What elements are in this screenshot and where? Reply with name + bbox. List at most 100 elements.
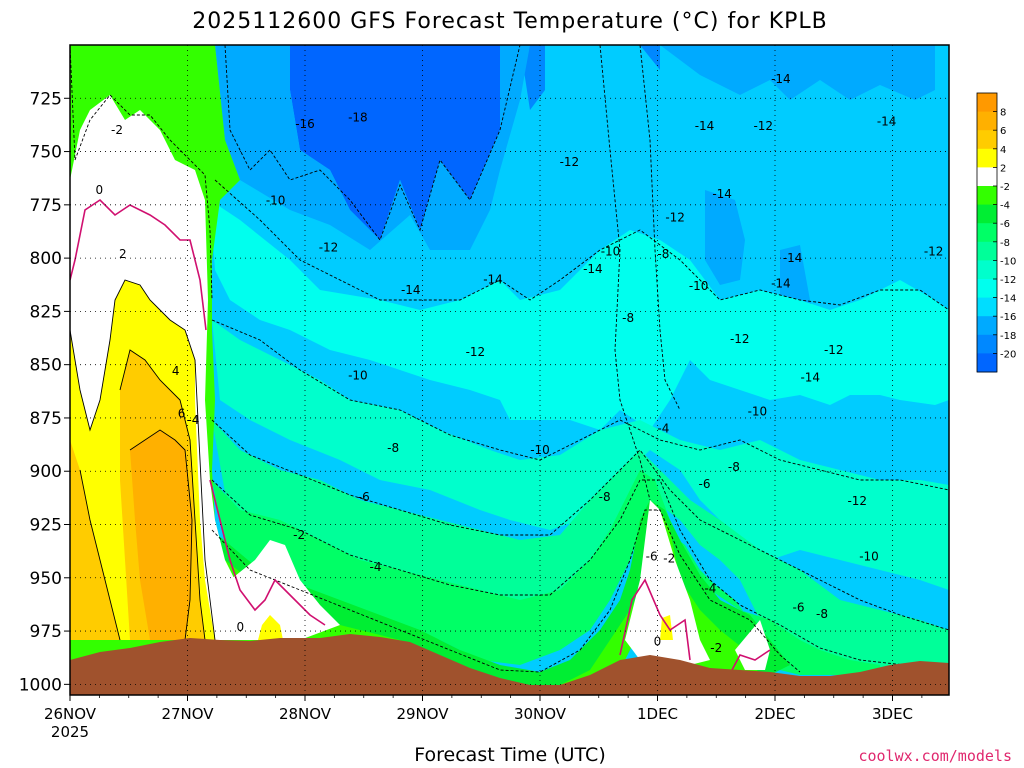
contour-label: 0 [237,620,245,634]
zero-line [619,578,691,661]
zero-line [209,479,326,626]
contour-label: -4 [704,581,716,595]
x-tick-label: 1DEC [637,705,678,723]
terrain [70,634,949,695]
x-tick-label: 27NOV [161,705,214,723]
band-minus-18 [290,45,500,240]
contour-label: -10 [266,194,286,208]
contour-label: -12 [665,211,685,225]
band-minus-16-spot1 [705,190,745,285]
contour-label: -4 [657,422,669,436]
colorbar-swatch [977,111,997,131]
contour-label: -12 [824,343,844,357]
contour-line [211,509,801,673]
colorbar-label: -16 [1000,312,1016,323]
contour-label: -4 [187,413,199,427]
colorbar-swatch [977,353,997,373]
band-minus-10 [212,320,949,590]
contour-label: 2 [119,247,127,261]
y-tick-label: 775 [30,196,62,216]
contour-label: -8 [728,460,740,474]
contour-label: -6 [358,490,370,504]
colorbar: 8 6 4 2 -2 -4 -6 -8 -10 -12 -14 -16 -18 -20 [976,92,1016,373]
contour-label: -12 [730,332,750,346]
y-tick-label: 750 [30,143,62,163]
contour-label: -12 [847,494,867,508]
y-tick-label: 850 [30,356,62,376]
colorbar-label: -20 [1000,349,1016,360]
colorbar-swatch [977,316,997,336]
contour-label: -14 [483,272,503,286]
contour-label: 0 [96,183,104,197]
colorbar-label: -10 [1000,256,1016,267]
colorbar-swatch [977,167,997,187]
contour-label: -14 [712,187,732,201]
band-2-yellow-2 [258,615,283,640]
colorbar-label: 4 [1000,145,1006,156]
contour-label: -14 [695,119,715,133]
contour-label: 6 [178,407,186,421]
contour-label: -14 [877,115,897,129]
positive-contours [70,279,216,641]
contour-label: -6 [699,477,711,491]
band-minus-8 [212,420,949,672]
contour-label: -14 [771,277,791,291]
zero-line [70,198,207,331]
contour-label: -14 [800,370,820,384]
colorbar-swatch [977,148,997,168]
y-tick-label: 1000 [19,675,62,695]
contour-label: -14 [583,262,603,276]
colorbar-label: -8 [1000,238,1010,249]
y-tick-label: 825 [30,302,62,322]
chart-title: 2025112600 GFS Forecast Temperature (°C)… [192,9,827,34]
contour-label: -10 [859,549,879,563]
colorbar-label: 8 [1000,108,1006,119]
band-minus-12 [210,200,949,430]
positive-line [79,349,206,641]
contour-label: -10 [689,279,709,293]
x-tick-label: 28NOV [279,705,332,723]
contour-label: 0 [654,635,662,649]
contour-label: -6 [793,601,805,615]
contour-label: -12 [753,119,773,133]
band-minus-16-right [660,45,935,100]
colorbar-swatch [977,93,997,113]
contour-label: -8 [657,247,669,261]
y-tick-label: 950 [30,569,62,589]
contour-label: -14 [771,72,791,86]
colorbar-swatch [977,260,997,280]
colorbar-label: -12 [1000,275,1016,286]
x-tick-label: 26NOV [44,705,97,723]
colorbar-label: -4 [1000,201,1010,212]
colorbar-swatch [977,334,997,354]
colorbar-label: -6 [1000,219,1010,230]
x-axis-label: Forecast Time (UTC) [414,744,605,766]
contour-label: -12 [924,245,944,259]
x-year-label: 2025 [51,723,89,741]
contour-label: -6 [646,549,658,563]
contour-label: -16 [295,117,315,131]
y-tick-label: 925 [30,516,62,536]
contour-line [211,419,949,631]
contour-label: -10 [748,405,768,419]
contour-label: -10 [530,443,550,457]
contour-label: -12 [466,345,486,359]
contour-label: -8 [816,607,828,621]
colorbar-swatch [977,130,997,150]
y-tick-label: 975 [30,622,62,642]
contour-label: -10 [601,245,621,259]
credit-label: coolwx.com/models [858,747,1012,765]
positive-line [70,279,216,641]
x-tick-label: 3DEC [872,705,913,723]
negative-contours [70,45,949,673]
plot-frame [69,44,950,696]
x-tick-label: 29NOV [396,705,449,723]
y-tick-label: 800 [30,249,62,269]
contour-label: -12 [319,240,339,254]
colorbar-swatch [977,204,997,224]
contour-label: -14 [401,283,421,297]
zero-contours [70,198,771,671]
x-axis: 26NOV 27NOV 28NOV 29NOV 30NOV 1DEC 2DEC 3DEC [44,695,923,723]
